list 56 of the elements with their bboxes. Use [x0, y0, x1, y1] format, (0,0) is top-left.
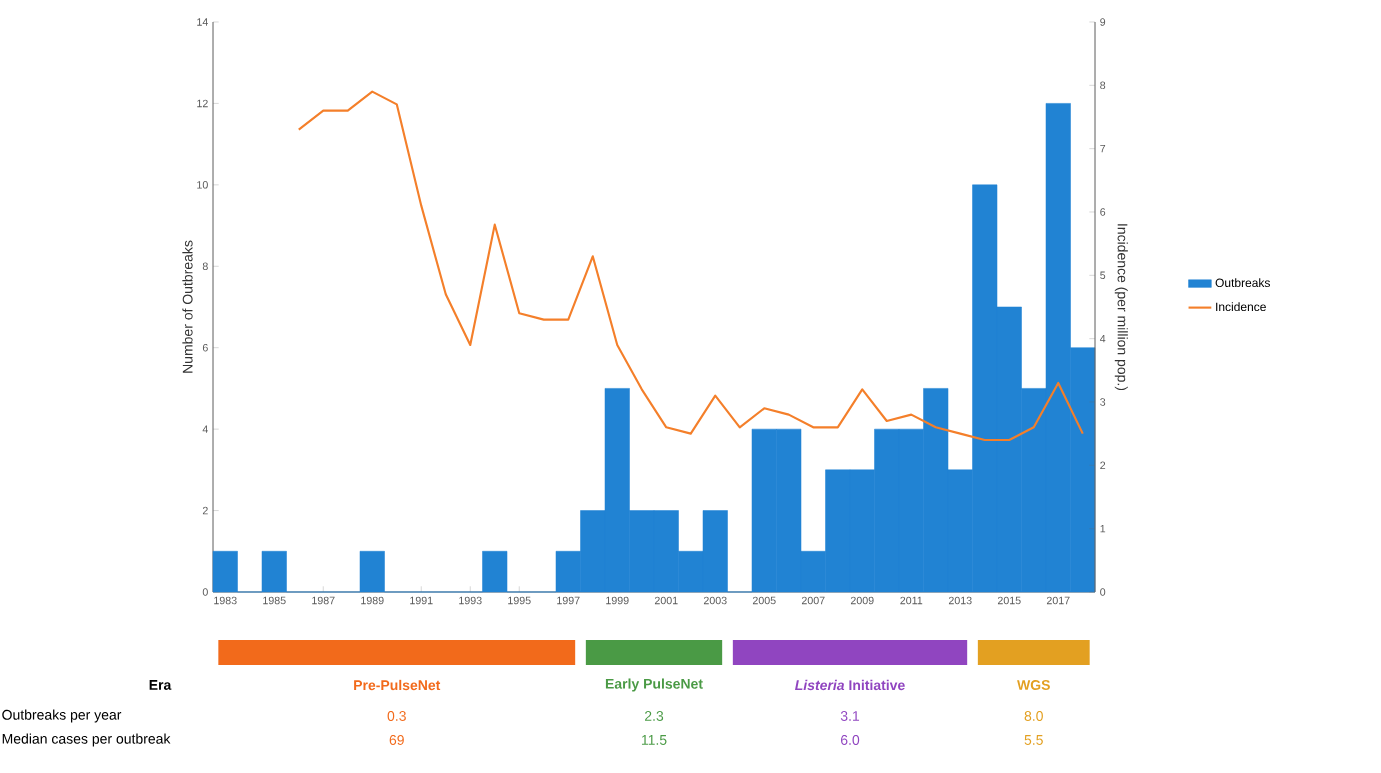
legend-label: Incidence	[1216, 302, 1266, 312]
x-tick-label: 2011	[900, 596, 923, 605]
x-tick-label: 1987	[312, 596, 335, 605]
x-tick-label: 1997	[557, 596, 580, 605]
x-tick-label: 1993	[459, 596, 482, 605]
x-tick-label: 1995	[508, 596, 531, 605]
x-tick-label: 2007	[801, 596, 825, 605]
text: Listeria Initiative	[795, 679, 905, 691]
text: 0.3	[387, 711, 406, 721]
y-tick-label: 0	[202, 588, 208, 596]
y2-tick-label: 5	[1100, 271, 1106, 280]
y2-tick-label: 0	[1100, 588, 1106, 596]
y2-tick-label: 1	[1100, 524, 1106, 533]
x-tick-label: 2001	[654, 596, 678, 605]
text: 8.0	[1024, 711, 1043, 721]
y2-tick-label: 4	[1099, 334, 1106, 343]
y-tick-label: 6	[202, 343, 208, 352]
y-tick-label: 8	[202, 262, 208, 271]
x-tick-label: 1989	[361, 596, 384, 605]
text: Early PulseNet	[605, 678, 703, 692]
x-tick-label: 1991	[410, 596, 433, 605]
y2-tick-label: 9	[1100, 18, 1106, 26]
x-tick-label: 1983	[214, 596, 237, 605]
y-axis-title: Number of Outbreaks	[182, 240, 193, 373]
y2-tick-label: 6	[1100, 208, 1106, 216]
text: 2.3	[644, 711, 664, 721]
y2-tick-label: 2	[1100, 461, 1106, 470]
x-tick-label: 2005	[752, 596, 776, 605]
x-tick-label: 1985	[263, 596, 286, 605]
x-tick-label: 2003	[703, 596, 727, 605]
text: Pre-PulseNet	[354, 679, 441, 691]
x-tick-label: 1999	[606, 596, 629, 605]
text: 6.0	[840, 735, 860, 745]
line-series	[297, 90, 1084, 442]
y-tick-label: 2	[202, 506, 208, 515]
text: 3.1	[840, 711, 860, 721]
y-tick-label: 12	[197, 99, 208, 108]
y-tick-label: 4	[202, 425, 208, 433]
x-tick-label: 2013	[948, 596, 972, 605]
text: Median cases per outbreak	[2, 733, 171, 747]
y2-tick-label: 8	[1100, 81, 1106, 90]
x-tick-label: 2015	[997, 596, 1021, 605]
y2-axis-title: Incidence (per million pop.)	[1114, 224, 1128, 391]
y2-tick-label: 3	[1100, 398, 1106, 406]
text: WGS	[1017, 680, 1050, 690]
text: Era	[149, 680, 172, 690]
legend-label: Outbreaks	[1215, 278, 1270, 288]
text: 69	[389, 735, 404, 745]
text: 5.5	[1024, 735, 1043, 745]
x-tick-label: 2017	[1046, 596, 1070, 605]
text: 11.5	[641, 735, 667, 745]
text: Outbreaks per year	[2, 709, 122, 723]
y-tick-label: 10	[197, 181, 208, 189]
x-tick-label: 2009	[850, 596, 874, 605]
y2-tick-label: 7	[1100, 144, 1106, 153]
y-tick-label: 14	[197, 18, 208, 26]
